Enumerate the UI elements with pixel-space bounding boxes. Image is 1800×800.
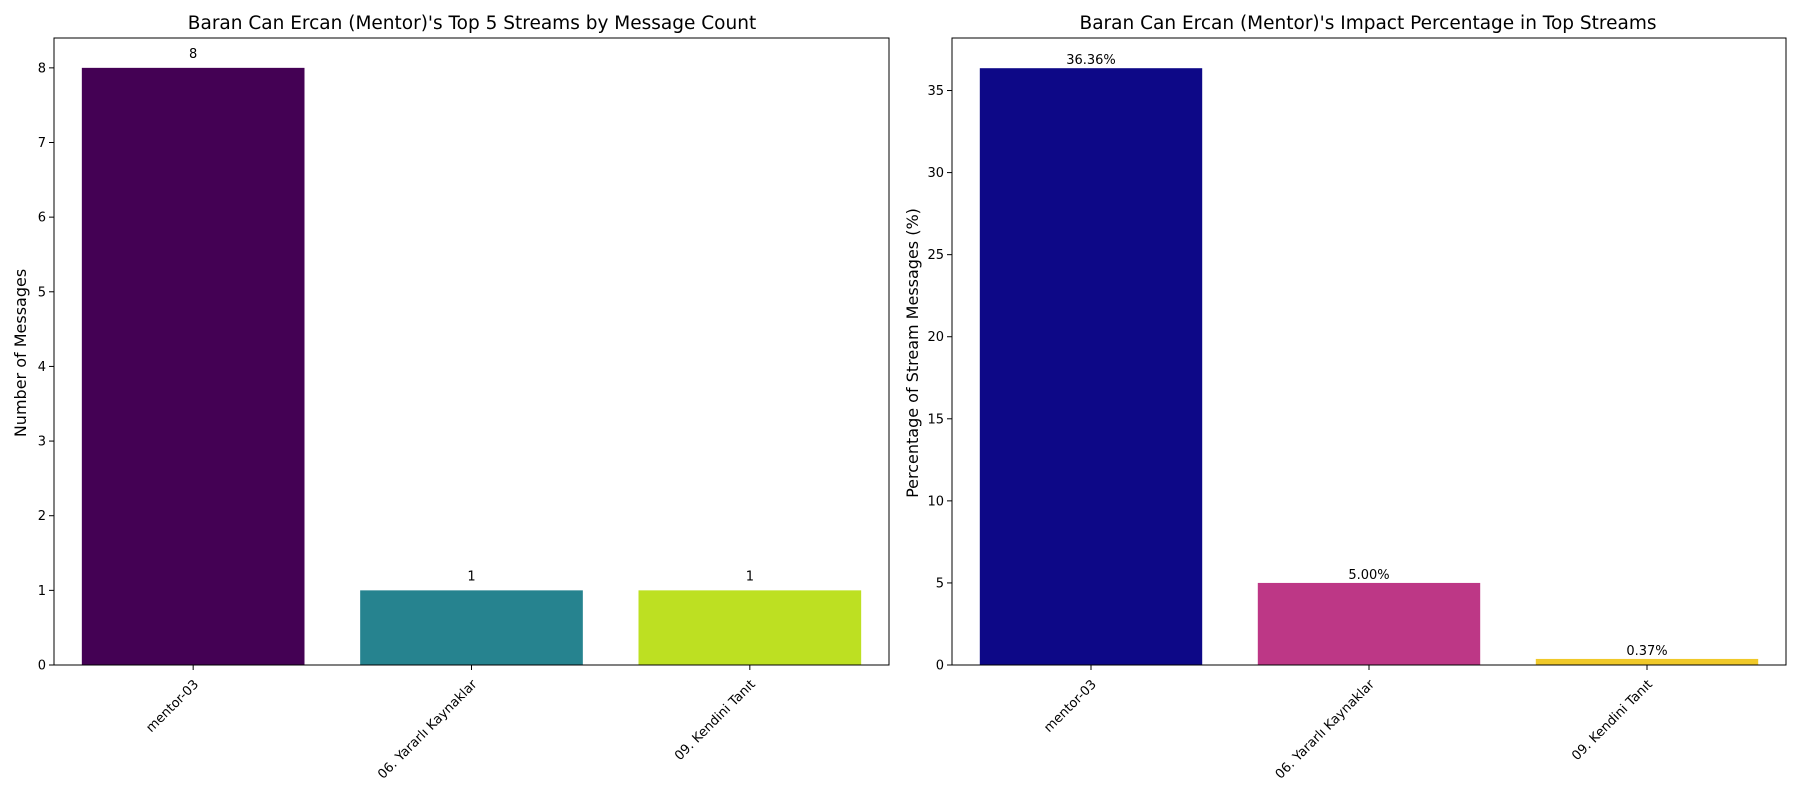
left-bar-2 [360,590,583,665]
left-ytick-label: 3 [38,435,46,450]
right-ytick-label: 10 [927,494,944,509]
left-ytick-label: 6 [38,211,46,226]
left-ytick-label: 8 [38,61,46,76]
left-xtick-label: 06. Yararlı Kaynaklar [375,677,481,783]
left-xtick-label: mentor-03 [144,677,202,735]
chart-right-title: Baran Can Ercan (Mentor)'s Impact Percen… [1080,13,1657,34]
left-value-label-3: 1 [746,569,754,584]
left-ytick-label: 4 [38,360,46,375]
right-xtick-label: 06. Yararlı Kaynaklar [1273,677,1379,783]
left-value-label-2: 1 [467,569,475,584]
right-ytick-label: 20 [927,330,944,345]
right-ytick-label: 25 [927,248,944,263]
left-bar-1 [81,67,305,666]
chart-right-ylabel: Percentage of Stream Messages (%) [903,208,922,498]
right-ytick-label: 5 [936,576,944,591]
left-value-label-1: 8 [189,47,197,62]
right-ytick-label: 0 [936,659,944,674]
chart-left-ylabel: Number of Messages [11,269,30,437]
left-ytick-label: 2 [38,509,46,524]
right-value-label-1: 36.36% [1066,53,1116,68]
chart-right: Baran Can Ercan (Mentor)'s Impact Percen… [903,13,1787,783]
right-bar-3 [1535,658,1759,665]
left-bar-3 [638,590,862,665]
right-ytick-label: 15 [927,412,944,427]
right-value-label-3: 0.37% [1626,644,1667,659]
left-ytick-label: 7 [38,136,46,151]
left-ytick-label: 0 [38,659,46,674]
right-xtick-label: mentor-03 [1041,677,1099,735]
right-ytick-label: 35 [927,84,944,99]
right-xtick-label: 09. Kendini Tanıt [1569,677,1656,764]
chart-left-title: Baran Can Ercan (Mentor)'s Top 5 Streams… [188,13,756,34]
chart-left-plot: 0 1 2 3 4 5 6 7 8 mentor-03 06. Yararlı Kaynaklar 0… [38,37,890,783]
left-xtick-label: 09. Kendini Tanıt [672,677,759,764]
right-bar-1 [979,68,1203,665]
left-ytick-label: 1 [38,584,46,599]
right-ytick-label: 30 [927,166,944,181]
right-bar-2 [1257,582,1481,665]
right-value-label-2: 5.00% [1348,568,1389,583]
chart-left: Baran Can Ercan (Mentor)'s Top 5 Streams… [11,13,890,783]
left-ytick-label: 5 [38,285,46,300]
chart-right-plot: 0 5 10 15 20 25 30 35 mentor-03 06. Yararlı Kayna… [927,37,1787,783]
